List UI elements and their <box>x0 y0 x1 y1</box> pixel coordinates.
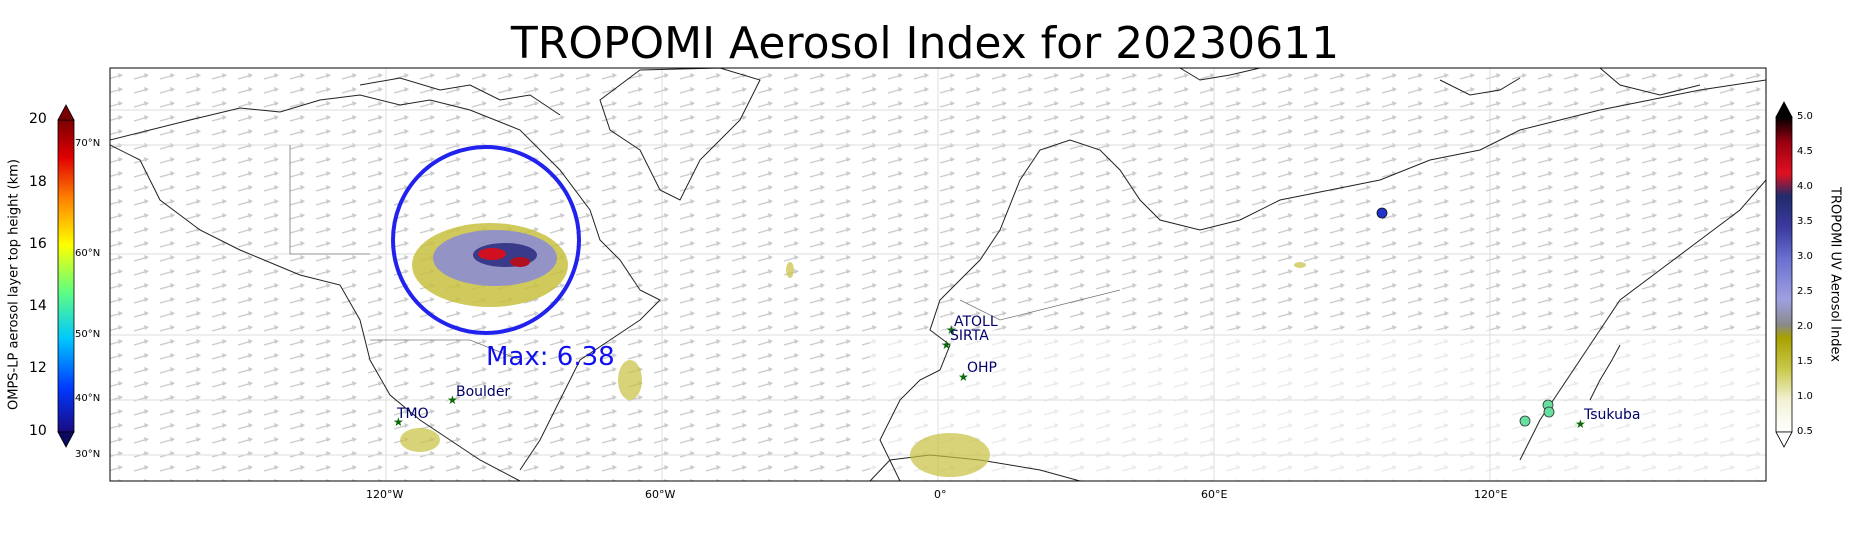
aerosol-plume-canada <box>412 223 568 307</box>
left-tick: 12 <box>29 360 47 376</box>
map-frame <box>109 67 1767 482</box>
gridlines <box>110 68 1766 481</box>
lon-label: 60°E <box>1201 488 1228 501</box>
lon-label: 0° <box>934 488 947 501</box>
station-star-ohp: ★ <box>958 370 969 384</box>
station-star-tmo: ★ <box>393 415 404 429</box>
right-tick: 1.0 <box>1797 391 1813 402</box>
lon-label: 120°W <box>366 488 404 501</box>
coastlines <box>110 68 1766 481</box>
station-label-tmo: TMO <box>397 406 429 422</box>
left-colorbar-label: OMPS-LP aerosol layer top height (km) <box>6 159 22 410</box>
left-tick: 20 <box>29 111 47 127</box>
station-star-tsukuba: ★ <box>1575 417 1586 431</box>
lat-label: 40°N <box>75 393 101 404</box>
right-tick: 3.0 <box>1797 251 1813 262</box>
map-area <box>110 68 1766 481</box>
left-colorbar <box>57 104 75 448</box>
station-label-ohp: OHP <box>967 360 997 376</box>
omps-point <box>1519 415 1531 427</box>
left-tick: 10 <box>29 423 47 439</box>
right-colorbar-label: TROPOMI UV Aerosol Index <box>1827 187 1843 362</box>
station-label-atoll: ATOLL <box>954 314 998 330</box>
station-markers: ★ ★ ★ ★ ★ ★ <box>393 323 1586 431</box>
right-tick: 0.5 <box>1797 426 1813 437</box>
right-tick: 1.5 <box>1797 356 1813 367</box>
map-title: TROPOMI Aerosol Index for 20230611 <box>510 18 1340 69</box>
lon-label: 120°E <box>1474 488 1508 501</box>
omps-point <box>1543 406 1555 418</box>
right-tick: 4.5 <box>1797 146 1813 157</box>
station-star-atoll: ★ <box>946 323 957 337</box>
lat-label: 60°N <box>75 248 101 259</box>
max-value-label: Max: 6.38 <box>486 342 615 372</box>
station-label-tsukuba: Tsukuba <box>1584 407 1641 423</box>
station-label-boulder: Boulder <box>456 384 511 400</box>
right-tick: 5.0 <box>1797 111 1813 122</box>
left-tick: 16 <box>29 236 47 252</box>
borders <box>289 145 1121 361</box>
max-highlight-circle <box>391 145 581 335</box>
left-tick: 18 <box>29 174 47 190</box>
lat-label: 30°N <box>75 449 101 460</box>
right-tick: 2.0 <box>1797 321 1813 332</box>
lat-label: 70°N <box>75 138 101 149</box>
left-tick: 14 <box>29 298 47 314</box>
station-star-sirta: ★ <box>941 338 952 352</box>
lon-label: 60°W <box>645 488 676 501</box>
omps-point <box>1376 207 1388 219</box>
lat-label: 50°N <box>75 329 101 340</box>
right-tick: 2.5 <box>1797 286 1813 297</box>
right-colorbar <box>1775 101 1793 448</box>
right-tick: 4.0 <box>1797 181 1813 192</box>
aerosol-plume-minor <box>400 262 1306 477</box>
station-star-boulder: ★ <box>447 393 458 407</box>
right-tick: 3.5 <box>1797 216 1813 227</box>
station-label-sirta: SIRTA <box>950 328 989 344</box>
